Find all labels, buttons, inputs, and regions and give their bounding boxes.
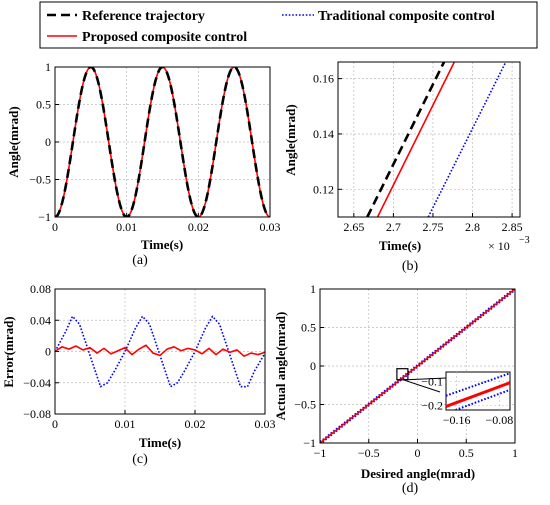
y-axis-label: Angle(mrad) (6, 106, 21, 178)
y-axis-label: Error(mrad) (1, 316, 16, 387)
x-axis-label: Time(s) (139, 435, 181, 450)
legend-label: Reference trajectory (82, 9, 205, 24)
inset: −0.16 −0.08 −0.2 −0.1 (396, 368, 513, 427)
series-group (366, 62, 507, 217)
series-line-proposed (376, 62, 456, 217)
x-tick-label: 2.65 (343, 220, 364, 234)
y-tick-label: −0.04 (23, 376, 51, 390)
x-tick-label: 0 (52, 417, 58, 431)
y-tick-label: −1 (303, 436, 316, 450)
panel-label: (b) (402, 259, 419, 274)
inset-x-tick-label: −0.16 (443, 413, 471, 427)
y-tick-label: −0.5 (29, 173, 51, 187)
series-group (55, 315, 265, 388)
x-tick-label: 1 (512, 446, 518, 460)
x-axis-label: Time(s) (141, 237, 183, 252)
legend-label: Proposed composite control (82, 30, 247, 45)
zoom-box (396, 368, 409, 381)
legend: Reference trajectory Traditional composit… (39, 1, 538, 49)
inset-series (446, 372, 510, 410)
y-tick-label: 0.5 (36, 98, 51, 112)
inset-line-proposed (446, 381, 510, 408)
x-tick-label: 0.01 (116, 220, 137, 234)
panel-c: 0 0.01 0.02 0.03 −0.08 −0.04 0 0.04 0.08 Time(s) E… (1, 282, 276, 467)
panel-label: (d) (402, 481, 419, 496)
series-line-traditional (427, 62, 507, 217)
zoom-connector (402, 379, 441, 393)
x-tick-label: 2.85 (502, 220, 523, 234)
x-tick-label: 0.03 (255, 417, 276, 431)
x-tick-label: −1 (314, 446, 327, 460)
x-tick-label: 0.01 (115, 417, 136, 431)
y-tick-label: 0.12 (313, 182, 334, 196)
y-tick-label: 0.04 (30, 313, 51, 327)
x-tick-label: 0 (415, 446, 421, 460)
y-tick-label: 1 (310, 282, 316, 296)
x-tick-label: 0.03 (260, 220, 281, 234)
y-axis-label: Angle(mrad) (283, 104, 298, 176)
x-multiplier-exponent: −3 (519, 235, 530, 246)
inset-line-traditional (452, 388, 510, 410)
y-tick-label: 0 (45, 345, 51, 359)
series-line-proposed (320, 289, 515, 443)
series-line-traditional (320, 289, 515, 443)
y-tick-label: 0.14 (313, 127, 334, 141)
x-tick-label: 0.02 (185, 417, 206, 431)
x-axis-label: Time(s) (379, 238, 421, 253)
x-tick-label: −0.5 (358, 446, 380, 460)
series-line-traditional (320, 289, 515, 443)
y-axis-label: Actual angle(mrad) (273, 312, 288, 421)
inset-x-tick-label: −0.08 (485, 413, 513, 427)
legend-box (39, 1, 538, 49)
y-tick-label: 0 (45, 135, 51, 149)
series-line-reference (366, 62, 446, 217)
y-tick-label: −0.08 (23, 407, 51, 421)
x-tick-label: 2.75 (422, 220, 443, 234)
x-tick-label: 2.8 (465, 220, 480, 234)
x-tick-label: 2.7 (386, 220, 401, 234)
panel-label: (c) (132, 452, 148, 467)
series-group (320, 289, 515, 443)
y-tick-label: 0 (310, 359, 316, 373)
y-tick-label: 0.16 (313, 72, 334, 86)
panels: 0 0.01 0.02 0.03 −1 −0.5 0 0.5 1 Time(s) Angle(mra… (1, 60, 530, 496)
y-tick-label: 0.08 (30, 282, 51, 296)
x-tick-label: 0.02 (188, 220, 209, 234)
axes-frame (337, 61, 521, 218)
inset-line-traditional (446, 372, 510, 397)
panel-label: (a) (132, 253, 148, 268)
inset-y-tick-label: −0.1 (421, 375, 443, 389)
panel-b: 2.65 2.7 2.75 2.8 2.85 0.12 0.14 0.16 Time(s) Ang… (283, 61, 530, 274)
y-tick-label: 0.5 (301, 321, 316, 335)
x-multiplier: × 10 (488, 239, 510, 253)
y-tick-label: 1 (45, 60, 51, 74)
x-tick-label: 0 (52, 220, 58, 234)
y-tick-label: −0.5 (294, 398, 316, 412)
series-line-proposed (55, 344, 265, 357)
panel-a: 0 0.01 0.02 0.03 −1 −0.5 0 0.5 1 Time(s) Angle(mra… (6, 60, 281, 268)
x-axis-label: Desired angle(mrad) (361, 466, 475, 481)
panel-d: −1 −0.5 0 0.5 1 −1 −0.5 0 0.5 1 Desired angle(mrad… (273, 282, 518, 496)
y-tick-label: −1 (38, 210, 51, 224)
inset-y-tick-label: −0.2 (421, 398, 443, 412)
x-tick-label: 0.5 (459, 446, 474, 460)
zoom-connector (406, 377, 447, 381)
legend-label: Traditional composite control (318, 9, 495, 24)
